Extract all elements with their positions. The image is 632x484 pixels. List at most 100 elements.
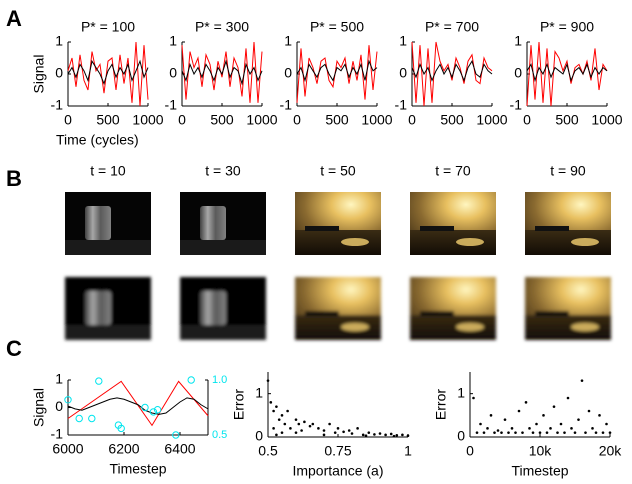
y-tick-label: 1	[255, 384, 263, 400]
photo	[295, 277, 381, 340]
y-axis-label: Error	[231, 389, 247, 420]
series-line	[526, 62, 608, 83]
point	[328, 422, 331, 426]
point	[521, 431, 524, 434]
image-title: t = 70	[435, 163, 471, 179]
image-title: t = 90	[550, 163, 586, 179]
point	[342, 430, 345, 434]
point	[277, 418, 281, 421]
point	[308, 424, 312, 428]
image-title: t = 30	[205, 163, 241, 179]
y-tick-label: 1	[169, 33, 177, 49]
marker	[187, 376, 195, 384]
point	[303, 420, 306, 424]
point	[608, 431, 612, 434]
series-line	[181, 59, 263, 86]
point	[475, 431, 479, 434]
point	[389, 432, 393, 436]
y-tick-label: -1	[510, 97, 523, 113]
series-line	[526, 41, 608, 107]
point	[535, 422, 538, 426]
marker	[95, 377, 103, 385]
y-tick-label: 0	[284, 65, 292, 81]
ship	[420, 311, 454, 316]
y-axis-label: Error	[433, 389, 449, 420]
y-tick-label: -1	[280, 97, 293, 113]
point	[266, 379, 270, 382]
point	[364, 434, 368, 438]
marker	[64, 396, 72, 404]
series-line	[181, 41, 263, 103]
point	[556, 431, 559, 434]
chart-title: P* = 100	[81, 19, 135, 35]
photo	[295, 192, 381, 255]
y-tick-label: 1	[284, 33, 292, 49]
point	[280, 431, 284, 434]
y-tick-label: 0	[514, 65, 522, 81]
series-line	[67, 59, 149, 86]
sun-reflection	[341, 238, 369, 246]
chart-title: P* = 900	[540, 19, 594, 35]
panel-label: A	[6, 6, 22, 31]
chart-title: P* = 300	[195, 19, 249, 35]
point	[322, 433, 326, 437]
table	[180, 325, 266, 340]
table	[65, 240, 151, 255]
point	[514, 431, 517, 434]
point	[373, 433, 376, 436]
point	[570, 427, 573, 430]
x-tick-label: 1000	[361, 112, 392, 128]
marker	[141, 403, 149, 412]
x-axis-label: Timestep	[511, 463, 568, 479]
point	[510, 427, 514, 430]
x-tick-label: 0.75	[324, 443, 351, 459]
image-title: t = 10	[90, 163, 126, 179]
x-tick-label: 0	[293, 112, 301, 128]
point	[283, 422, 287, 426]
y-tick-label: 1	[457, 384, 465, 400]
table	[65, 325, 151, 340]
photo	[410, 192, 496, 255]
marker	[172, 431, 180, 439]
x-tick-label: 500	[210, 112, 234, 128]
photo	[180, 277, 266, 340]
point	[275, 405, 278, 408]
point	[563, 431, 566, 434]
point	[587, 409, 591, 413]
point	[361, 433, 365, 437]
x-tick-label: 500	[555, 112, 579, 128]
sun-reflection	[456, 238, 484, 246]
point	[542, 414, 545, 417]
point	[322, 429, 326, 432]
point	[479, 422, 482, 426]
point	[280, 414, 284, 417]
y-axis-label: Signal	[31, 55, 47, 94]
y-tick-label: -1	[165, 97, 178, 113]
point	[317, 427, 320, 430]
y-tick-label: 1	[514, 33, 522, 49]
point	[584, 431, 587, 434]
photo	[65, 192, 151, 255]
chart-title: P* = 500	[310, 19, 364, 35]
point	[552, 405, 556, 408]
point	[297, 422, 301, 426]
point	[286, 409, 289, 413]
point	[269, 401, 273, 404]
y-tick-label: -1	[51, 426, 64, 442]
y-tick-label: -1	[395, 97, 408, 113]
ship	[305, 226, 339, 231]
point	[333, 431, 337, 434]
point	[384, 433, 387, 437]
x-axis-label: Time (cycles)	[56, 132, 139, 148]
x-tick-label: 500	[96, 112, 120, 128]
marker	[75, 414, 83, 423]
photo	[525, 277, 611, 340]
point	[489, 414, 493, 417]
point	[591, 427, 594, 430]
point	[300, 429, 303, 432]
point	[577, 418, 580, 421]
x-tick-label: 6000	[52, 441, 83, 457]
point	[347, 429, 351, 432]
glass	[85, 291, 111, 325]
